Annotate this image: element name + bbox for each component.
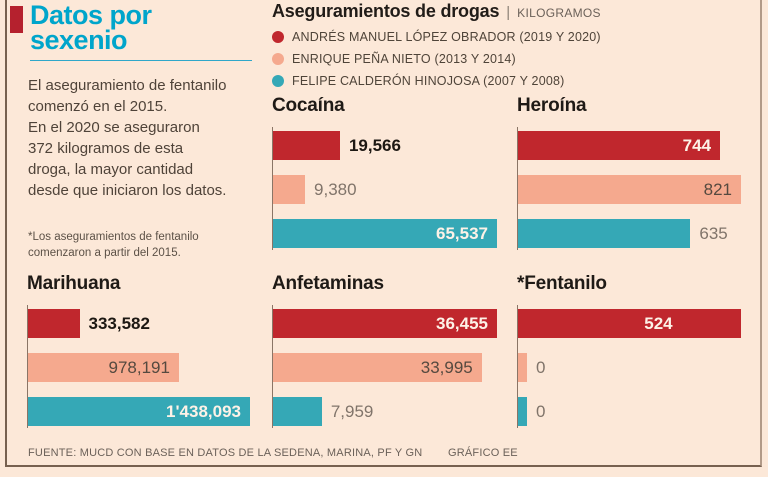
bar-row-fch: 65,537 [273, 219, 497, 248]
unit-label: KILOGRAMOS [517, 6, 601, 20]
chart-anfetaminas: Anfetaminas 36,455 33,995 7,959 [272, 273, 497, 428]
bar-value-label: 1'438,093 [166, 401, 241, 421]
legend-item-amlo: ANDRÉS MANUEL LÓPEZ OBRADOR (2019 Y 2020… [272, 30, 752, 44]
intro-text: El aseguramiento de fentanilo comenzó en… [28, 77, 227, 199]
bar-row-amlo: 19,566 [273, 131, 497, 160]
bar-segment-amlo: 744 [518, 131, 721, 160]
bar-row-epn: 978,191 [28, 353, 250, 382]
bar-row-epn: 33,995 [273, 353, 497, 382]
bar-value-label: 978,191 [108, 357, 170, 377]
bar-row-amlo: 524 [518, 309, 741, 338]
fentanilo-footnote: *Los aseguramientos de fentanilo comenza… [28, 231, 199, 259]
chart-cocaina-bars: 19,566 9,380 65,537 [272, 127, 497, 250]
bar-value-label: 0 [536, 357, 546, 377]
bar-segment-amlo [273, 131, 340, 160]
chart-fentanilo-bars: 524 0 0 [517, 305, 741, 428]
bar-segment-amlo: 524 [518, 309, 741, 338]
bar-value-label: 7,959 [330, 401, 374, 421]
legend: Aseguramientos de drogas | KILOGRAMOS AN… [272, 1, 752, 88]
legend-separator: | [506, 4, 511, 21]
bar-segment-epn [273, 175, 306, 204]
bar-value-label: 333,582 [88, 313, 150, 333]
bar-segment-fch [518, 219, 691, 248]
bar-segment-epn: 978,191 [28, 353, 179, 382]
credit-note: GRÁFICO EE [448, 447, 518, 459]
bar-value-label: 65,537 [436, 223, 488, 243]
legend-item-fch: FELIPE CALDERÓN HINOJOSA (2007 Y 2008) [272, 74, 752, 88]
legend-label: FELIPE CALDERÓN HINOJOSA (2007 Y 2008) [292, 74, 565, 88]
bar-row-fch: 1'438,093 [28, 397, 250, 426]
chart-cocaina-title: Cocaína [272, 95, 345, 116]
legend-item-epn: ENRIQUE PEÑA NIETO (2013 Y 2014) [272, 52, 752, 66]
chart-title: Aseguramientos de drogas [272, 1, 500, 21]
bar-row-amlo: 333,582 [28, 309, 250, 338]
legend-label: ANDRÉS MANUEL LÓPEZ OBRADOR (2019 Y 2020… [292, 30, 601, 44]
headline-accent-bar [10, 6, 23, 33]
legend-dot-salmon-icon [272, 53, 284, 65]
chart-heroina-title: Heroína [517, 95, 587, 116]
bar-value-label: 36,455 [436, 313, 488, 333]
legend-dot-teal-icon [272, 75, 284, 87]
sidebar: Datos por sexenio El aseguramiento de fe… [10, 0, 258, 261]
chart-cocaina: Cocaína 19,566 9,380 65,537 [272, 95, 497, 250]
bar-segment-epn: 821 [518, 175, 741, 204]
bar-segment-amlo [28, 309, 80, 338]
bar-segment-epn [518, 353, 527, 382]
bar-segment-epn: 33,995 [273, 353, 482, 382]
chart-anfetaminas-title: Anfetaminas [272, 273, 384, 294]
bar-value-label: 33,995 [420, 357, 473, 377]
chart-marihuana: Marihuana 333,582 978,191 1'438,093 [27, 273, 250, 428]
legend-label: ENRIQUE PEÑA NIETO (2013 Y 2014) [292, 52, 516, 66]
chart-fentanilo-title: *Fentanilo [517, 273, 607, 294]
bar-row-amlo: 744 [518, 131, 741, 160]
bar-row-fch: 0 [518, 397, 741, 426]
bar-value-label: 744 [682, 135, 712, 155]
bar-value-label: 0 [536, 401, 546, 421]
bar-segment-fch: 1'438,093 [28, 397, 250, 426]
bar-row-epn: 0 [518, 353, 741, 382]
bar-value-label: 524 [644, 313, 673, 333]
bar-row-amlo: 36,455 [273, 309, 497, 338]
bar-segment-fch [518, 397, 527, 426]
bar-segment-amlo: 36,455 [273, 309, 497, 338]
bar-row-fch: 7,959 [273, 397, 497, 426]
page-title: Datos por sexenio [30, 0, 152, 55]
chart-marihuana-title: Marihuana [27, 273, 121, 294]
chart-fentanilo: *Fentanilo 524 0 0 [517, 273, 741, 428]
chart-marihuana-bars: 333,582 978,191 1'438,093 [27, 305, 250, 428]
bar-segment-fch: 65,537 [273, 219, 497, 248]
chart-heroina: Heroína 744 821 635 [517, 95, 741, 250]
bar-value-label: 19,566 [348, 135, 401, 155]
source-note: FUENTE: MUCD CON BASE EN DATOS DE LA SED… [28, 447, 423, 459]
bar-row-epn: 9,380 [273, 175, 497, 204]
bar-value-label: 9,380 [314, 179, 357, 199]
legend-dot-red-icon [272, 31, 284, 43]
chart-anfetaminas-bars: 36,455 33,995 7,959 [272, 305, 497, 428]
chart-heroina-bars: 744 821 635 [517, 127, 741, 250]
bar-row-epn: 821 [518, 175, 741, 204]
bar-segment-fch [273, 397, 322, 426]
bar-value-label: 821 [703, 179, 732, 199]
bar-value-label: 635 [699, 223, 728, 243]
headline-divider [30, 60, 252, 61]
bar-row-fch: 635 [518, 219, 741, 248]
